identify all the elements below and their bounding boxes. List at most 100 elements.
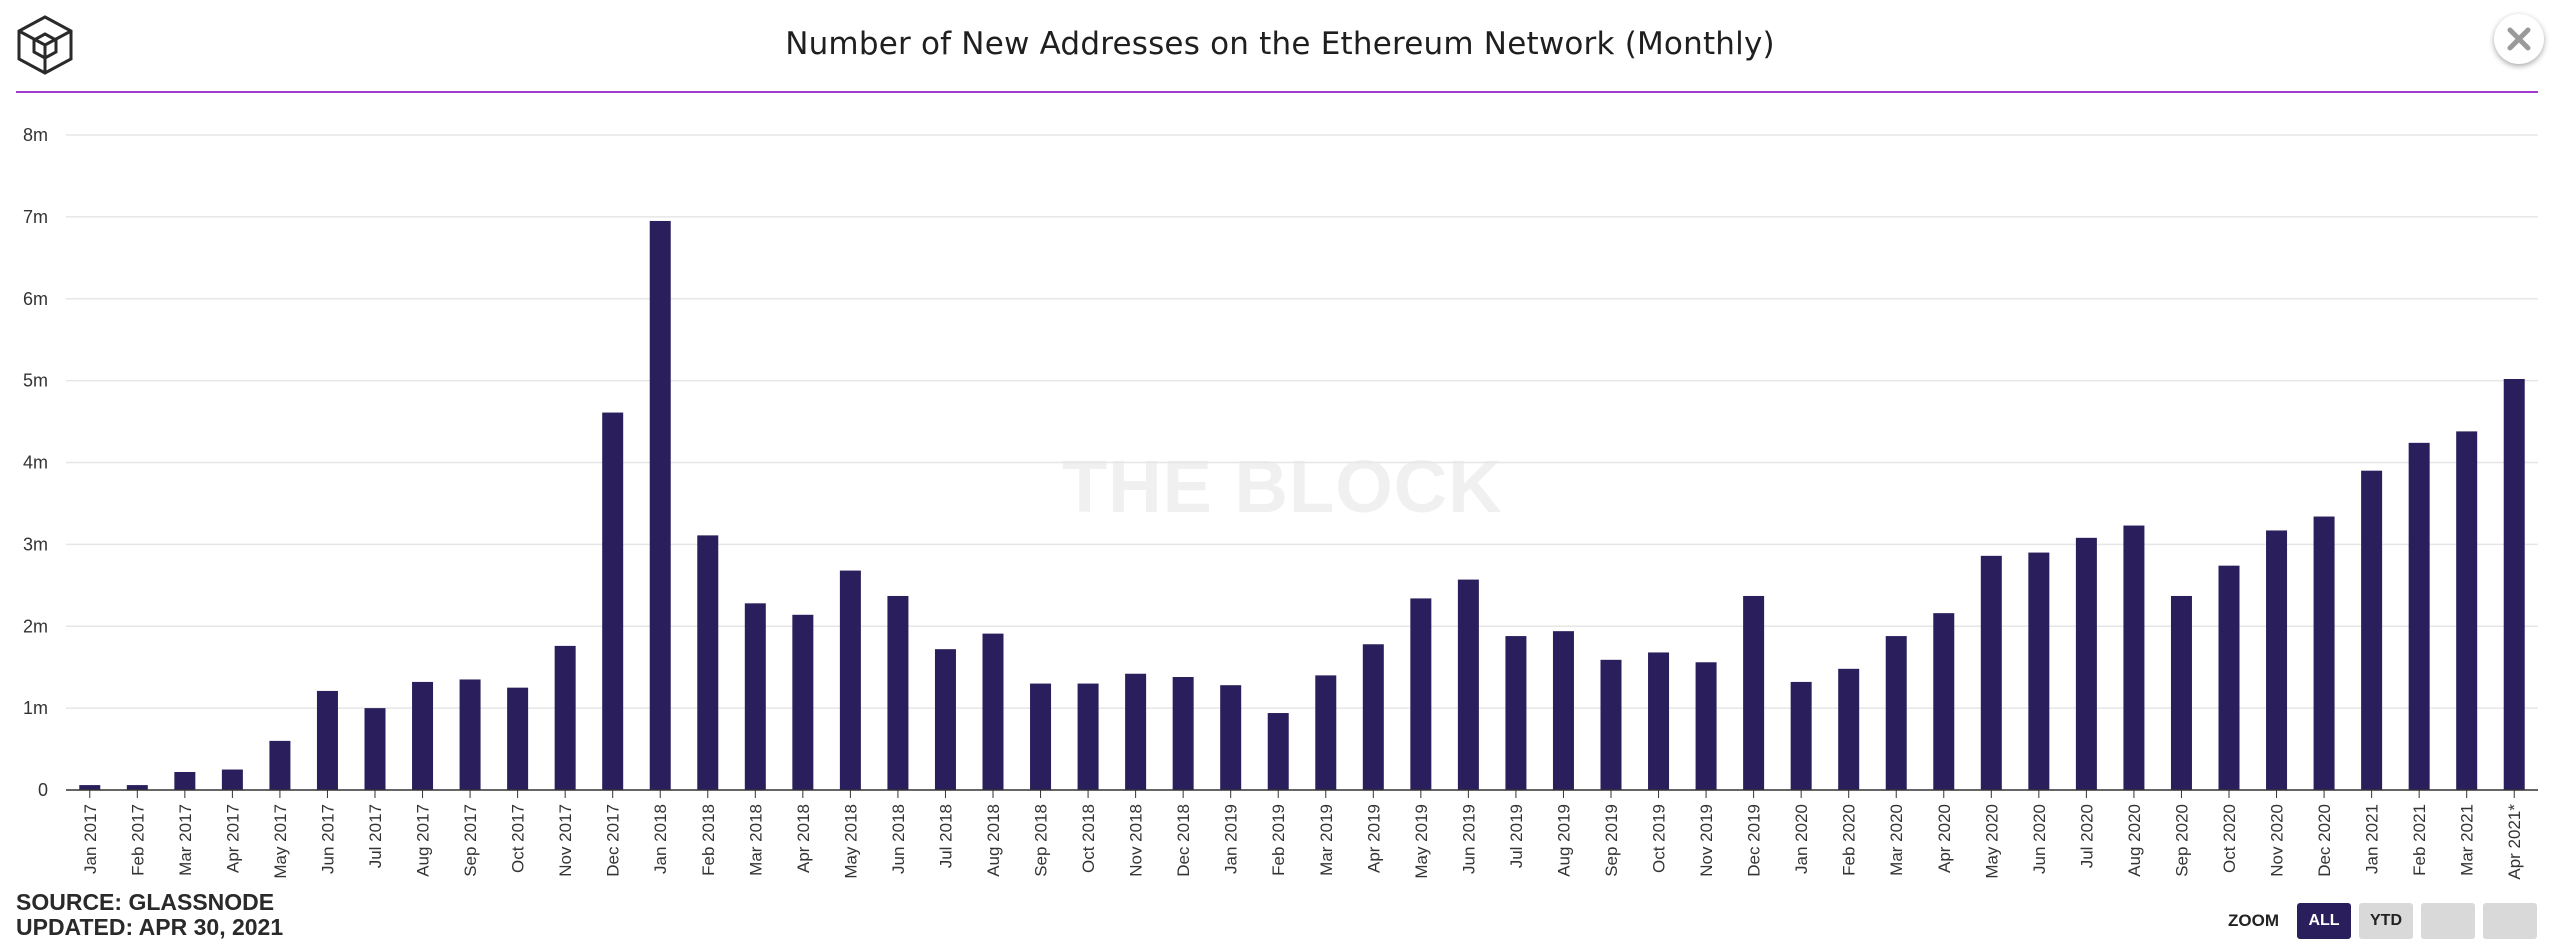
bar[interactable] — [1552, 631, 1574, 790]
y-tick-label: 8m — [23, 125, 48, 145]
x-tick-label: Sep 2017 — [461, 804, 480, 877]
x-tick-label: Apr 2017 — [223, 804, 242, 873]
bar[interactable] — [1505, 636, 1527, 790]
bar[interactable] — [1838, 668, 1860, 790]
x-tick-label: Aug 2017 — [414, 804, 433, 877]
x-tick-label: Apr 2021* — [2505, 804, 2524, 880]
x-tick-label: Nov 2018 — [1127, 804, 1146, 877]
bar[interactable] — [459, 679, 481, 790]
bar[interactable] — [1410, 598, 1432, 790]
x-tick-label: Mar 2021 — [2458, 804, 2477, 876]
bar[interactable] — [1315, 675, 1337, 790]
y-tick-label: 2m — [23, 616, 48, 636]
x-tick-label: Jul 2020 — [2077, 804, 2096, 868]
bar[interactable] — [2028, 552, 2050, 790]
bar[interactable] — [554, 645, 576, 790]
y-tick-label: 6m — [23, 289, 48, 309]
x-tick-label: Jan 2021 — [2363, 804, 2382, 874]
bar[interactable] — [1790, 681, 1812, 790]
bar[interactable] — [887, 595, 909, 790]
zoom-all-button[interactable]: ALL — [2297, 903, 2351, 939]
bar[interactable] — [1600, 659, 1622, 790]
bar[interactable] — [1267, 713, 1289, 790]
x-tick-label: Mar 2019 — [1317, 804, 1336, 876]
bar[interactable] — [1885, 636, 1907, 790]
x-tick-label: Mar 2020 — [1887, 804, 1906, 876]
x-tick-label: Aug 2018 — [984, 804, 1003, 877]
x-tick-label: Sep 2019 — [1602, 804, 1621, 877]
x-tick-label: Dec 2020 — [2315, 804, 2334, 877]
bar[interactable] — [1980, 555, 2002, 790]
bar[interactable] — [697, 535, 719, 790]
zoom-ytd-button[interactable]: YTD — [2359, 903, 2413, 939]
bar[interactable] — [934, 649, 956, 790]
x-tick-label: Nov 2019 — [1697, 804, 1716, 877]
bar[interactable] — [1457, 579, 1479, 790]
bar[interactable] — [1362, 644, 1384, 790]
bar[interactable] — [1695, 662, 1717, 790]
bar[interactable] — [649, 220, 671, 790]
bar[interactable] — [174, 771, 196, 790]
bar[interactable] — [316, 690, 338, 790]
bar[interactable] — [792, 614, 814, 790]
bar[interactable] — [221, 769, 243, 790]
x-tick-label: May 2017 — [271, 804, 290, 879]
bar[interactable] — [982, 633, 1004, 790]
x-tick-label: Mar 2017 — [176, 804, 195, 876]
x-tick-label: Jun 2017 — [318, 804, 337, 874]
bar[interactable] — [1172, 677, 1194, 790]
x-tick-label: Jul 2018 — [936, 804, 955, 868]
bar[interactable] — [1030, 683, 1052, 790]
y-tick-label: 5m — [23, 371, 48, 391]
x-tick-label: Oct 2020 — [2220, 804, 2239, 873]
x-tick-label: Oct 2018 — [1079, 804, 1098, 873]
x-tick-label: May 2020 — [1982, 804, 2001, 879]
bar[interactable] — [412, 681, 434, 790]
x-tick-label: Apr 2019 — [1364, 804, 1383, 873]
bar[interactable] — [2313, 516, 2335, 790]
x-tick-label: Feb 2021 — [2410, 804, 2429, 876]
x-tick-label: Mar 2018 — [746, 804, 765, 876]
bar[interactable] — [2075, 537, 2097, 790]
bar[interactable] — [1743, 595, 1765, 790]
x-tick-label: Feb 2017 — [128, 804, 147, 876]
bar[interactable] — [2123, 525, 2145, 790]
bar[interactable] — [1220, 685, 1242, 790]
bar[interactable] — [1125, 673, 1147, 790]
bars — [79, 220, 2525, 790]
bar[interactable] — [1077, 683, 1099, 790]
x-tick-label: May 2019 — [1412, 804, 1431, 879]
bar[interactable] — [602, 412, 624, 790]
bar[interactable] — [507, 687, 529, 790]
y-tick-label: 3m — [23, 534, 48, 554]
bar[interactable] — [2218, 565, 2240, 790]
bar[interactable] — [744, 603, 766, 790]
close-icon — [2507, 27, 2531, 51]
bar[interactable] — [2266, 530, 2288, 790]
updated-label: UPDATED: APR 30, 2021 — [16, 914, 284, 940]
source-label: SOURCE: GLASSNODE — [16, 889, 275, 915]
zoom-range-button-4[interactable] — [2483, 903, 2537, 939]
x-tick-label: Jun 2020 — [2030, 804, 2049, 874]
zoom-controls: ZOOM ALL YTD — [2228, 903, 2537, 939]
bar[interactable] — [1933, 613, 1955, 790]
x-tick-label: Apr 2020 — [1935, 804, 1954, 873]
bar[interactable] — [364, 708, 386, 790]
the-block-logo-icon — [17, 15, 73, 75]
zoom-range-button-3[interactable] — [2421, 903, 2475, 939]
bar[interactable] — [2361, 470, 2383, 790]
bar[interactable] — [2456, 431, 2478, 790]
bar[interactable] — [2408, 442, 2430, 790]
source-note: SOURCE: GLASSNODE UPDATED: APR 30, 2021 — [16, 890, 283, 940]
bar[interactable] — [1648, 652, 1670, 790]
bar[interactable] — [2503, 378, 2525, 790]
x-tick-label: Feb 2019 — [1269, 804, 1288, 876]
x-tick-label: Dec 2017 — [604, 804, 623, 877]
bar[interactable] — [839, 570, 861, 790]
x-tick-label: Feb 2018 — [699, 804, 718, 876]
close-button[interactable] — [2494, 14, 2544, 64]
bar[interactable] — [126, 785, 148, 790]
bar[interactable] — [79, 785, 101, 790]
bar[interactable] — [269, 740, 291, 790]
bar[interactable] — [2170, 595, 2192, 790]
